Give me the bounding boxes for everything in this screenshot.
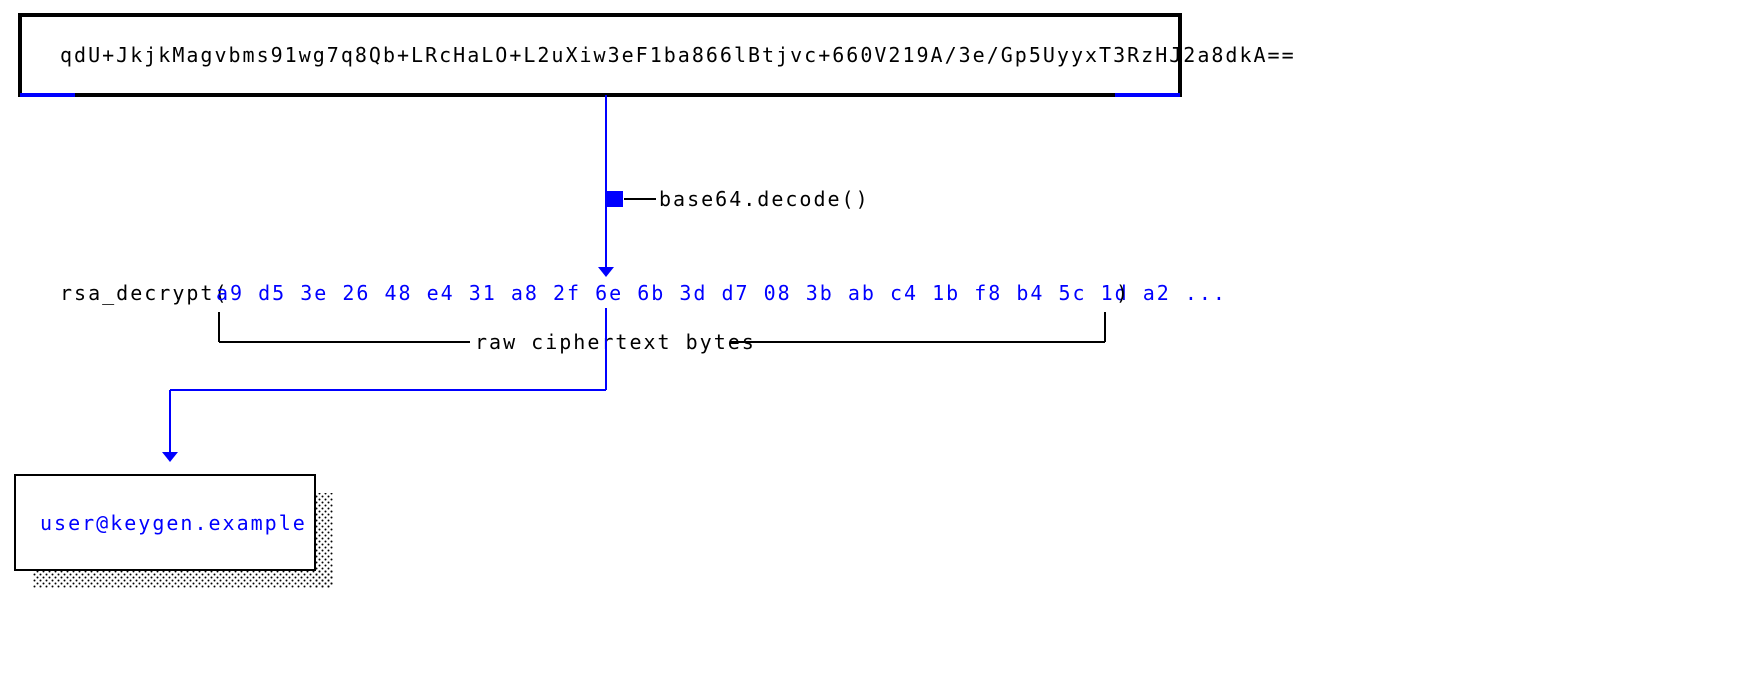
base64-string: qdU+JkjkMagvbms91wg7q8Qb+LRcHaLO+L2uXiw3… (60, 43, 1296, 67)
ciphertext-brace-label: raw ciphertext bytes (475, 330, 756, 354)
step-marker-icon (607, 191, 623, 207)
rsa-decrypt-call-suffix: ) (1116, 281, 1130, 305)
rsa-decrypt-call-prefix: rsa_decrypt( (60, 281, 229, 305)
plaintext-result: user@keygen.example (40, 511, 307, 535)
ciphertext-hex-bytes: a9 d5 3e 26 48 e4 31 a8 2f 6e 6b 3d d7 0… (216, 281, 1227, 305)
decode-step-label: base64.decode() (659, 187, 870, 211)
